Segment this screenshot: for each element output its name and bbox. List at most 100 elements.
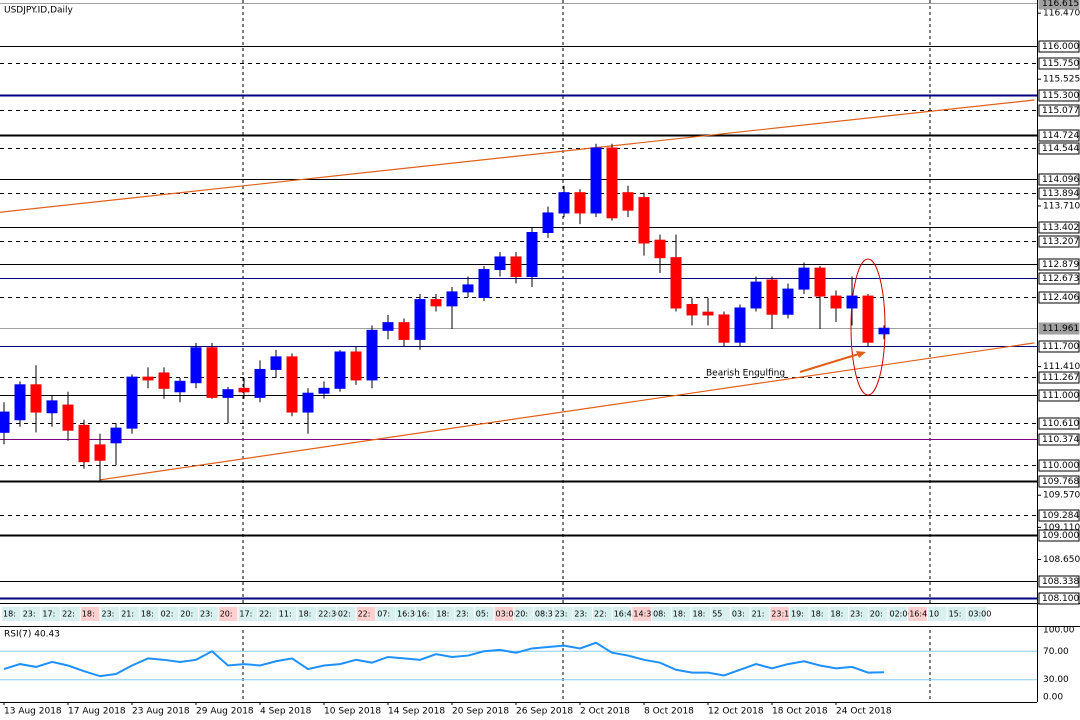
- time-cell: [179, 607, 198, 621]
- price-label: 114.096: [1042, 175, 1079, 185]
- trendline: [0, 99, 1035, 213]
- time-label: 18:: [830, 610, 843, 619]
- candle-body: [462, 284, 474, 293]
- price-label: 114.724: [1042, 131, 1079, 141]
- time-cell: [790, 607, 809, 621]
- candle-body: [446, 291, 458, 307]
- candle-body: [830, 295, 842, 309]
- time-cell: [533, 607, 553, 621]
- candle-body: [94, 444, 106, 461]
- candle-body: [734, 307, 746, 343]
- time-label: 16:45: [614, 610, 637, 619]
- price-box: [1038, 509, 1080, 522]
- time-cell: [730, 607, 750, 621]
- time-label: 17:: [42, 610, 55, 619]
- candle-body: [494, 256, 506, 271]
- price-label: 111.267: [1042, 373, 1079, 383]
- time-label: 17:: [239, 610, 252, 619]
- price-label: 113.207: [1042, 237, 1079, 247]
- candle-body: [238, 387, 250, 393]
- price-box: [1038, 142, 1080, 155]
- candle-body: [62, 404, 74, 431]
- price-label: 114.544: [1042, 144, 1079, 154]
- price-box: [1038, 221, 1080, 234]
- price-box: [1038, 272, 1080, 285]
- time-label: 18:: [3, 610, 16, 619]
- rsi-tick-label: 0.00: [1043, 693, 1063, 703]
- price-label: 109.284: [1042, 511, 1079, 521]
- time-cell: [671, 607, 691, 621]
- candle-body: [542, 212, 554, 234]
- time-cell: [652, 607, 671, 621]
- candle-body: [382, 322, 394, 331]
- x-tick-label: 13 Aug 2018: [4, 707, 62, 717]
- candle-body: [206, 347, 218, 398]
- price-label: 109.768: [1042, 477, 1079, 487]
- time-cell: [199, 607, 218, 621]
- time-label: 18:: [673, 610, 686, 619]
- x-tick-label: 24 Oct 2018: [836, 707, 892, 717]
- price-label: 116.000: [1042, 42, 1079, 52]
- x-tick-label: 18 Oct 2018: [772, 707, 828, 717]
- rsi-tick-label: 70.00: [1043, 647, 1069, 657]
- price-box: [1038, 575, 1080, 588]
- price-label: 110.610: [1042, 419, 1079, 429]
- time-cell: [494, 607, 514, 621]
- time-cell: [691, 607, 711, 621]
- time-label: 02:: [161, 610, 174, 619]
- candle-body: [46, 400, 58, 414]
- time-cell: [868, 607, 888, 621]
- time-cell: [908, 607, 927, 621]
- time-label: 23:: [555, 610, 568, 619]
- price-box: [1038, 173, 1080, 186]
- time-label: 02:00: [890, 610, 913, 619]
- time-cell: [770, 607, 789, 621]
- time-cell: [297, 607, 317, 621]
- price-label: 116.615: [1042, 0, 1079, 9]
- y-tick-label: 109.110: [1043, 523, 1080, 533]
- candle-body: [750, 281, 762, 309]
- candle-body: [718, 314, 730, 343]
- time-label: 18:: [811, 610, 824, 619]
- candle-body: [622, 192, 634, 211]
- price-label: 110.000: [1042, 461, 1079, 471]
- candle-body: [302, 392, 314, 413]
- time-label: 22:: [594, 610, 607, 619]
- price-label: 115.750: [1042, 59, 1079, 69]
- time-label: 08:: [653, 610, 666, 619]
- price-box: [1038, 459, 1080, 472]
- price-box: [1038, 235, 1080, 248]
- candle-body: [30, 384, 42, 413]
- time-cell: [139, 607, 159, 621]
- x-tick-label: 2 Oct 2018: [580, 707, 630, 717]
- candle-body: [190, 347, 202, 384]
- candle-body: [798, 267, 810, 290]
- time-cell: [277, 607, 297, 621]
- x-tick-label: 29 Aug 2018: [196, 707, 254, 717]
- candle-body: [158, 372, 170, 389]
- time-cell: [100, 607, 120, 621]
- rsi-tick-label: 30.00: [1043, 675, 1069, 685]
- time-cell: [927, 607, 947, 621]
- time-cell: [218, 607, 238, 621]
- time-cell: [435, 607, 455, 621]
- candle-body: [350, 351, 362, 381]
- price-box: [1038, 389, 1080, 402]
- price-box: [1038, 258, 1080, 271]
- time-label: 18:: [141, 610, 154, 619]
- time-label: 23:: [574, 610, 587, 619]
- candle-body: [510, 256, 522, 278]
- price-label: 108.100: [1042, 594, 1079, 604]
- trendline: [99, 342, 1035, 481]
- time-cell: [593, 607, 612, 621]
- time-label: 18:: [693, 610, 706, 619]
- candle-body: [270, 356, 282, 370]
- candle-body: [430, 299, 442, 307]
- time-label: 22:: [358, 610, 371, 619]
- x-tick-label: 26 Sep 2018: [516, 707, 573, 717]
- x-tick-label: 12 Oct 2018: [708, 707, 764, 717]
- price-label: 111.000: [1042, 391, 1079, 401]
- price-label: 111.700: [1042, 342, 1079, 352]
- price-label: 108.338: [1042, 577, 1079, 587]
